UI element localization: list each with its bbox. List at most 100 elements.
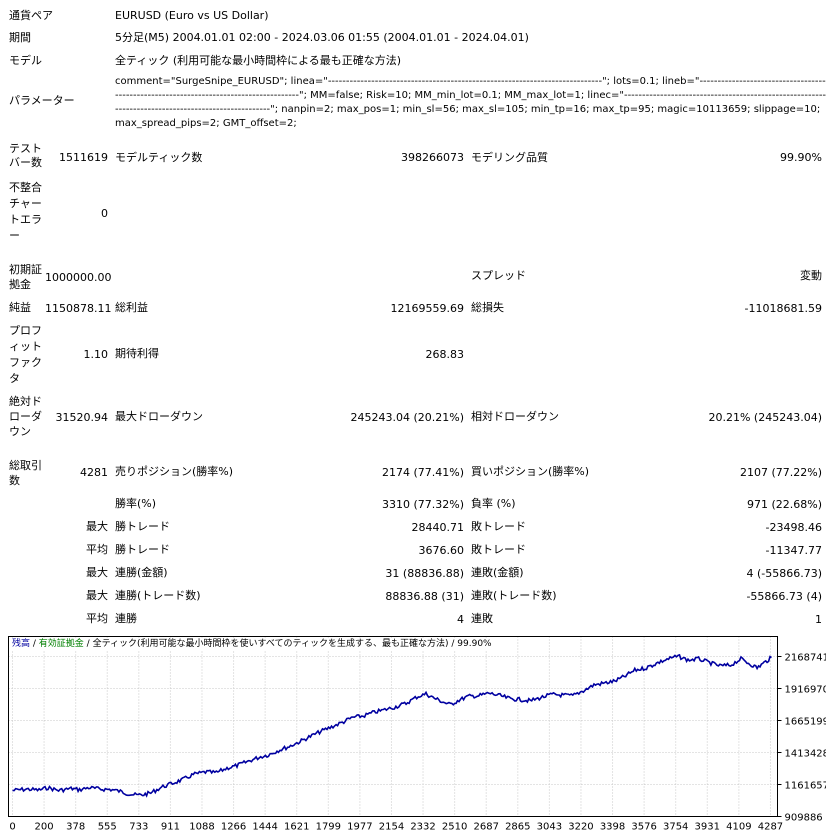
cons-loss-money-value: 4 (-55866.73) <box>746 567 822 580</box>
avg-cons-win-value: 4 <box>457 613 464 626</box>
x-tick-label: 733 <box>129 822 148 833</box>
x-tick-label: 1799 <box>316 822 341 833</box>
legend-sep-1: / <box>30 639 39 649</box>
x-tick-label: 555 <box>98 822 117 833</box>
deposit-label: 初期証拠金 <box>9 263 42 291</box>
chart-series <box>12 653 772 798</box>
win-label: 勝率(%) <box>115 497 157 510</box>
x-tick-label: 2865 <box>505 822 530 833</box>
chart-legend: 残高 / 有効証拠金 / 全ティック(利用可能な最小時間枠を使いすべてのティック… <box>12 638 492 650</box>
abs-dd-label: 絶対ドローダウン <box>9 395 42 438</box>
cons-win-trades-value: 88836.88 (31) <box>385 590 464 603</box>
max-loss-value: -23498.46 <box>765 521 822 534</box>
win-value: 3310 (77.32%) <box>381 498 464 511</box>
x-tick-label: 1977 <box>347 822 372 833</box>
long-label: 買いポジション(勝率%) <box>471 465 590 478</box>
expected-label: 期待利得 <box>115 347 159 360</box>
x-tick-label: 3576 <box>631 822 656 833</box>
cons-money-prefix: 最大 <box>86 566 108 579</box>
avg-cons-prefix: 平均 <box>86 612 108 625</box>
legend-balance: 残高 <box>12 639 31 649</box>
chart-background <box>8 636 826 833</box>
legend-quality: 99.90% <box>457 639 492 649</box>
x-tick-label: 200 <box>35 822 54 833</box>
x-tick-label: 1621 <box>284 822 309 833</box>
avg-cons-loss-value: 1 <box>815 613 822 626</box>
y-tick-label: 1916970 <box>785 685 827 696</box>
bars-value: 1511619 <box>59 151 108 164</box>
legend-sep-3: / <box>448 639 458 649</box>
x-tick-label: 2687 <box>473 822 498 833</box>
loss-label: 負率 (%) <box>471 497 516 510</box>
x-tick-label: 2510 <box>442 822 467 833</box>
avg-win-value: 3676.60 <box>418 544 465 557</box>
cons-trades-prefix: 最大 <box>86 589 108 602</box>
pf-value: 1.10 <box>83 348 109 361</box>
balance-chart-svg: 0 200 378 555 733 911 1088 1266 1444 1621 1799 1977… <box>8 636 826 833</box>
x-tick-label: 3220 <box>568 822 593 833</box>
cons-win-trades-label: 連勝(トレード数) <box>115 589 201 602</box>
rel-dd-value: 20.21% (245243.04) <box>708 411 822 424</box>
spread-value: 変動 <box>800 269 822 282</box>
mismatch-value: 0 <box>101 207 108 220</box>
x-tick-label: 0 <box>9 822 15 833</box>
legend-equity: 有効証拠金 <box>38 639 84 649</box>
y-tick-label: 1413428 <box>785 749 827 760</box>
gross-loss-value: -11018681.59 <box>744 302 822 315</box>
legend-sep-2: / <box>83 639 93 649</box>
x-tick-label: 1266 <box>221 822 246 833</box>
x-tick-label: 1088 <box>189 822 214 833</box>
model-label: モデル <box>9 54 42 67</box>
quality-label: モデリング品質 <box>471 151 548 164</box>
max-win-prefix: 最大 <box>86 520 108 533</box>
ticks-value: 398266073 <box>401 151 464 164</box>
symbol-value: EURUSD (Euro vs US Dollar) <box>115 9 269 22</box>
avg-cons-loss-label: 連敗 <box>471 612 493 625</box>
legend-model: 全ティック(利用可能な最小時間枠を使いすべてのティックを生成する、最も正確な方法… <box>92 639 449 649</box>
period-value: 5分足(M5) 2004.01.01 02:00 - 2024.03.06 01… <box>115 31 529 44</box>
gross-profit-label: 総利益 <box>115 301 148 314</box>
bars-label: テストバー数 <box>9 142 42 169</box>
y-tick-label: 2168741 <box>785 653 827 664</box>
profit-value: 1150878.11 <box>45 302 112 315</box>
plot-frame <box>8 636 778 817</box>
mismatch-label: 不整合チャートエラー <box>9 181 42 242</box>
balance-line <box>12 653 772 798</box>
x-tick-label: 4109 <box>726 822 751 833</box>
gross-loss-label: 総損失 <box>471 301 504 314</box>
x-tick-label: 3398 <box>600 822 625 833</box>
cons-loss-trades-label: 連敗(トレード数) <box>471 589 557 602</box>
pf-label: プロフィットファクタ <box>9 324 42 385</box>
loss-value: 971 (22.68%) <box>746 498 822 511</box>
avg-cons-win-label: 連勝 <box>115 612 137 625</box>
trades-label: 総取引数 <box>9 459 42 487</box>
rel-dd-label: 相対ドローダウン <box>471 410 559 423</box>
y-axis-ticks: 2168741 1916970 1665199 1413428 1161657 90988… <box>777 653 827 824</box>
params-label: パラメーター <box>9 94 75 107</box>
cons-win-money-label: 連勝(金額) <box>115 566 168 579</box>
x-tick-label: 911 <box>161 822 180 833</box>
y-tick-label: 1665199 <box>785 717 827 728</box>
x-tick-label: 2154 <box>379 822 404 833</box>
params-value: comment="SurgeSnipe_EURUSD"; linea="----… <box>115 76 827 129</box>
cons-loss-trades-value: -55866.73 (4) <box>746 590 822 603</box>
quality-value: 99.90% <box>780 151 822 164</box>
expected-value: 268.83 <box>425 348 465 361</box>
avg-win-prefix: 平均 <box>86 543 108 556</box>
short-label: 売りポジション(勝率%) <box>115 465 234 478</box>
x-tick-label: 3754 <box>663 822 688 833</box>
x-tick-label: 378 <box>66 822 85 833</box>
x-tick-label: 3931 <box>695 822 720 833</box>
x-tick-label: 3043 <box>537 822 562 833</box>
avg-loss-label: 敗トレード <box>471 543 526 556</box>
max-win-value: 28440.71 <box>411 521 465 534</box>
x-tick-label: 1444 <box>252 822 277 833</box>
gross-profit-value: 12169559.69 <box>390 302 464 315</box>
short-value: 2174 (77.41%) <box>381 466 464 479</box>
x-tick-label: 4287 <box>758 822 783 833</box>
y-tick-label: 909886 <box>785 813 823 824</box>
y-tick-label: 1161657 <box>785 781 827 792</box>
period-label: 期間 <box>9 31 31 44</box>
balance-chart: 0 200 378 555 733 911 1088 1266 1444 1621 1799 1977… <box>8 636 826 833</box>
abs-dd-value: 31520.94 <box>55 411 109 424</box>
